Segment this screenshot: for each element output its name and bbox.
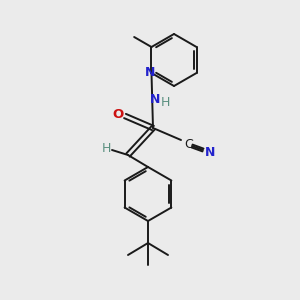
- Text: C: C: [184, 137, 194, 151]
- Text: O: O: [112, 109, 124, 122]
- Text: N: N: [145, 67, 156, 80]
- Text: H: H: [160, 96, 170, 109]
- Text: N: N: [150, 93, 160, 106]
- Text: H: H: [101, 142, 111, 154]
- Text: N: N: [205, 146, 215, 158]
